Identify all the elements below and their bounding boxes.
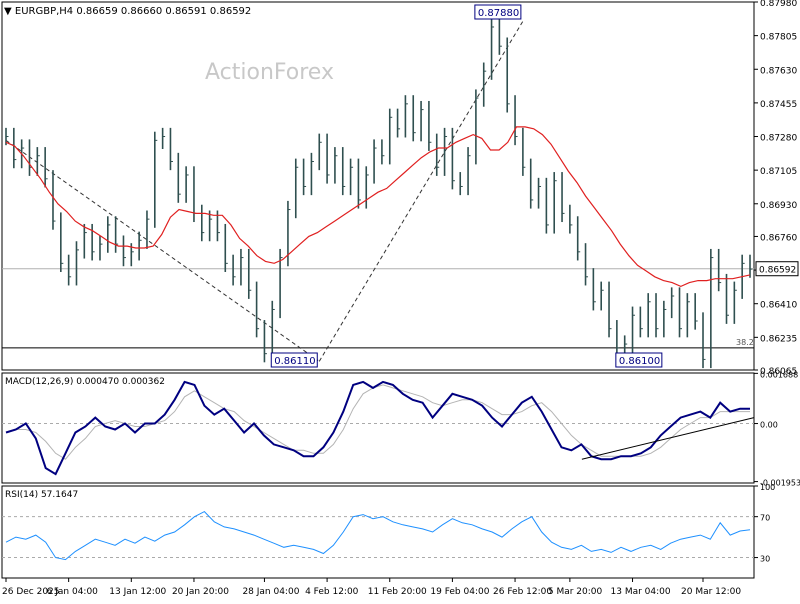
macd-header: MACD(12,26,9) 0.000470 0.000362 [5, 377, 165, 387]
swing-label: 0.86110 [274, 356, 315, 367]
rsi-y-tick-label: 100 [760, 483, 775, 492]
x-axis-tick-label: 4 Feb 12:00 [305, 587, 359, 597]
macd-main-line [5, 380, 750, 476]
rsi-y-tick-label: 70 [760, 514, 770, 523]
macd-pane-frame [1, 372, 755, 484]
x-axis-tick-label: 26 Dec 2025 [2, 587, 60, 597]
x-axis-tick-label: 5 Mar 20:00 [548, 587, 603, 597]
fib-level-label: 38.2 [736, 338, 754, 347]
rsi-line [5, 510, 751, 561]
current-price-box [755, 261, 799, 277]
price-y-tick-label: 0.87630 [760, 66, 797, 76]
rsi-pane-frame [1, 485, 755, 579]
price-y-tick-label: 0.86235 [760, 334, 797, 344]
macd-y-tick-label: 0.001688 [760, 370, 798, 379]
macd-y-tick-label: 0.00 [760, 421, 778, 430]
swing-label-box [474, 4, 522, 20]
swing-label-box [615, 352, 663, 368]
price-y-tick-label: 0.86410 [760, 301, 797, 311]
x-axis-tick-label: 28 Jan 04:00 [242, 587, 299, 597]
current-price-label: 0.86592 [759, 266, 796, 276]
macd-y-tick-label: -0.001953 [760, 479, 800, 488]
rsi-y-tick-label: 30 [760, 555, 770, 564]
price-pane-frame [1, 1, 755, 371]
price-y-tick-label: 0.87805 [760, 33, 797, 43]
x-axis-tick-label: 19 Feb 04:00 [430, 587, 489, 597]
watermark: ActionForex [205, 60, 334, 85]
swing-label: 0.87880 [478, 8, 519, 19]
price-y-tick-label: 0.87105 [760, 167, 797, 177]
price-y-tick-label: 0.86065 [760, 367, 797, 377]
price-y-tick-label: 0.86930 [760, 201, 797, 211]
x-axis-tick-label: 11 Feb 20:00 [368, 587, 427, 597]
price-y-tick-label: 0.87980 [760, 0, 797, 9]
price-y-tick-label: 0.87280 [760, 134, 797, 144]
x-axis-tick-label: 6 Jan 04:00 [47, 587, 99, 597]
moving-average-line [5, 126, 751, 288]
x-axis-tick-label: 26 Feb 12:00 [493, 587, 552, 597]
x-axis-tick-label: 20 Jan 20:00 [172, 587, 229, 597]
swing-label-box [270, 352, 318, 368]
symbol-header: ▼ EURGBP,H4 0.86659 0.86660 0.86591 0.86… [4, 6, 251, 17]
macd-trend-line [581, 417, 755, 460]
rsi-header: RSI(14) 57.1647 [5, 490, 78, 500]
price-y-tick-label: 0.87455 [760, 100, 797, 110]
x-axis-tick-label: 13 Mar 04:00 [611, 587, 671, 597]
dashed-trend-line [318, 20, 524, 362]
price-y-tick-label: 0.86760 [760, 233, 797, 243]
x-axis-tick-label: 20 Mar 12:00 [681, 587, 741, 597]
dashed-trend-line [5, 139, 320, 362]
swing-label: 0.86100 [619, 356, 660, 367]
x-axis-tick-label: 13 Jan 12:00 [109, 587, 166, 597]
